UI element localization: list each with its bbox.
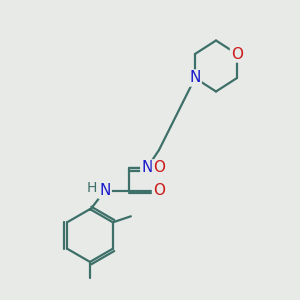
Text: O: O bbox=[231, 46, 243, 62]
Text: N: N bbox=[189, 70, 201, 86]
Text: N: N bbox=[99, 183, 111, 198]
Text: H: H bbox=[86, 181, 97, 195]
Text: O: O bbox=[153, 183, 165, 198]
Text: N: N bbox=[141, 160, 153, 175]
Text: H: H bbox=[155, 159, 166, 172]
Text: O: O bbox=[153, 160, 165, 175]
